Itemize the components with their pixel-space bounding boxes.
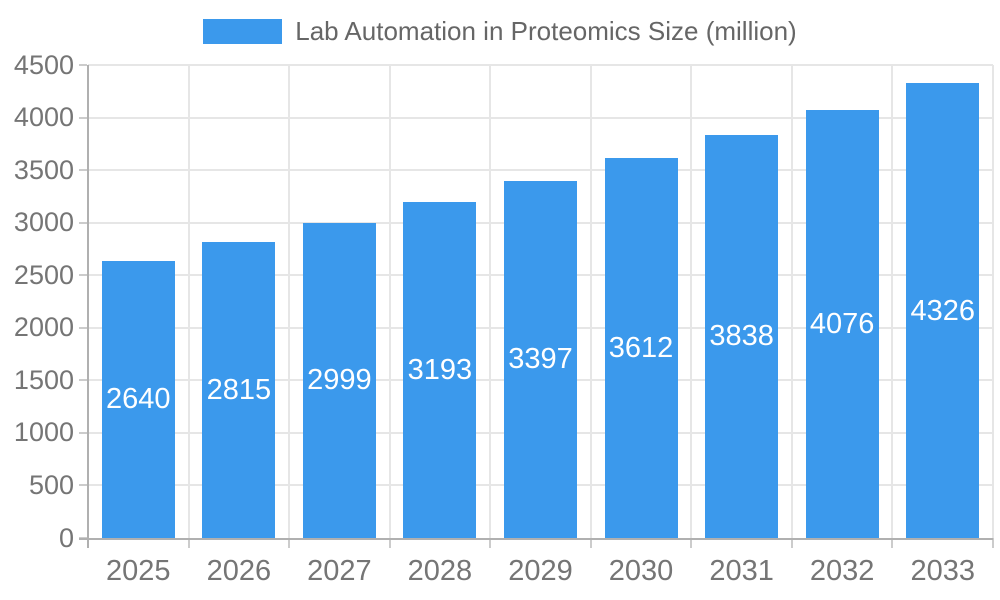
bar-value-label: 3612 [608,332,674,365]
x-axis-tick [388,538,391,548]
gridline-vertical [690,65,693,538]
bar-value-label: 3838 [709,320,774,353]
bar-2026[interactable]: 2815 [202,242,276,538]
bar-2030[interactable]: 3612 [604,158,678,538]
bar-2029[interactable]: 3397 [504,180,577,538]
x-axis-label: 2027 [307,555,372,587]
y-axis-tick [79,274,87,277]
y-axis-tick [79,169,87,172]
x-axis-tick [589,538,592,548]
y-axis-tick [79,326,87,329]
bar-value-label: 4326 [910,294,975,327]
bar-2032[interactable]: 4076 [805,109,879,538]
gridline-horizontal [88,64,993,66]
x-axis-tick [489,538,492,548]
legend-label: Lab Automation in Proteomics Size (milli… [295,15,797,46]
x-axis-tick [690,538,693,548]
y-axis-label: 4500 [13,49,74,80]
gridline-horizontal [88,169,993,172]
bar-value-label: 2999 [307,364,372,397]
bar-2028[interactable]: 3193 [403,202,477,538]
y-axis-tick [79,484,87,487]
gridline-vertical [187,65,190,538]
y-axis-label: 3000 [13,207,74,238]
bar-2033[interactable]: 4326 [906,83,980,538]
legend[interactable]: Lab Automation in Proteomics Size (milli… [0,15,1000,46]
bar-value-label: 4076 [809,307,875,340]
y-axis-tick [79,431,87,434]
gridline-vertical [790,65,793,538]
x-axis-tick [891,538,894,548]
bar-2031[interactable]: 3838 [705,134,779,538]
x-axis-tick [790,538,793,548]
y-axis-label: 4000 [13,102,74,133]
x-axis-tick [187,538,190,548]
y-axis-tick [79,116,87,119]
x-axis-tick [992,538,994,548]
x-axis-tick [288,538,291,548]
bar-2027[interactable]: 2999 [302,222,376,538]
y-axis-label: 3500 [13,154,74,185]
bar-value-label: 2640 [106,383,171,416]
y-axis-label: 1000 [13,417,74,448]
y-axis-line [87,65,89,548]
x-axis-label: 2030 [608,555,674,587]
gridline-vertical [992,65,994,538]
gridline-vertical [891,65,894,538]
y-axis-tick [79,64,87,66]
x-axis-label: 2028 [407,555,473,587]
y-axis-tick [79,221,87,224]
x-axis-label: 2026 [206,555,272,587]
gridline-vertical [288,65,291,538]
x-axis-label: 2031 [709,555,774,587]
bar-value-label: 3397 [508,343,573,376]
bar-value-label: 3193 [407,354,473,387]
y-axis-label: 2000 [13,312,74,343]
bar-value-label: 2815 [206,374,272,407]
y-axis-label: 2500 [13,259,74,290]
gridline-vertical [589,65,592,538]
x-axis-label: 2033 [910,555,975,587]
bar-2025[interactable]: 2640 [101,260,175,538]
y-axis-tick [79,379,87,382]
plot-area: 0 500 1000 1500 2000 2500 3000 3500 4000 4500 2640… [14,51,994,587]
y-axis-label: 0 [58,522,74,553]
x-axis-label: 2029 [508,555,573,587]
y-axis-label: 500 [28,469,74,500]
x-axis-label: 2032 [809,555,875,587]
x-axis-label: 2025 [106,555,171,587]
y-axis-label: 1500 [13,364,74,395]
legend-swatch [203,18,283,44]
x-axis-line [79,538,993,540]
gridline-vertical [388,65,391,538]
gridline-vertical [489,65,492,538]
gridline-horizontal [88,116,993,119]
